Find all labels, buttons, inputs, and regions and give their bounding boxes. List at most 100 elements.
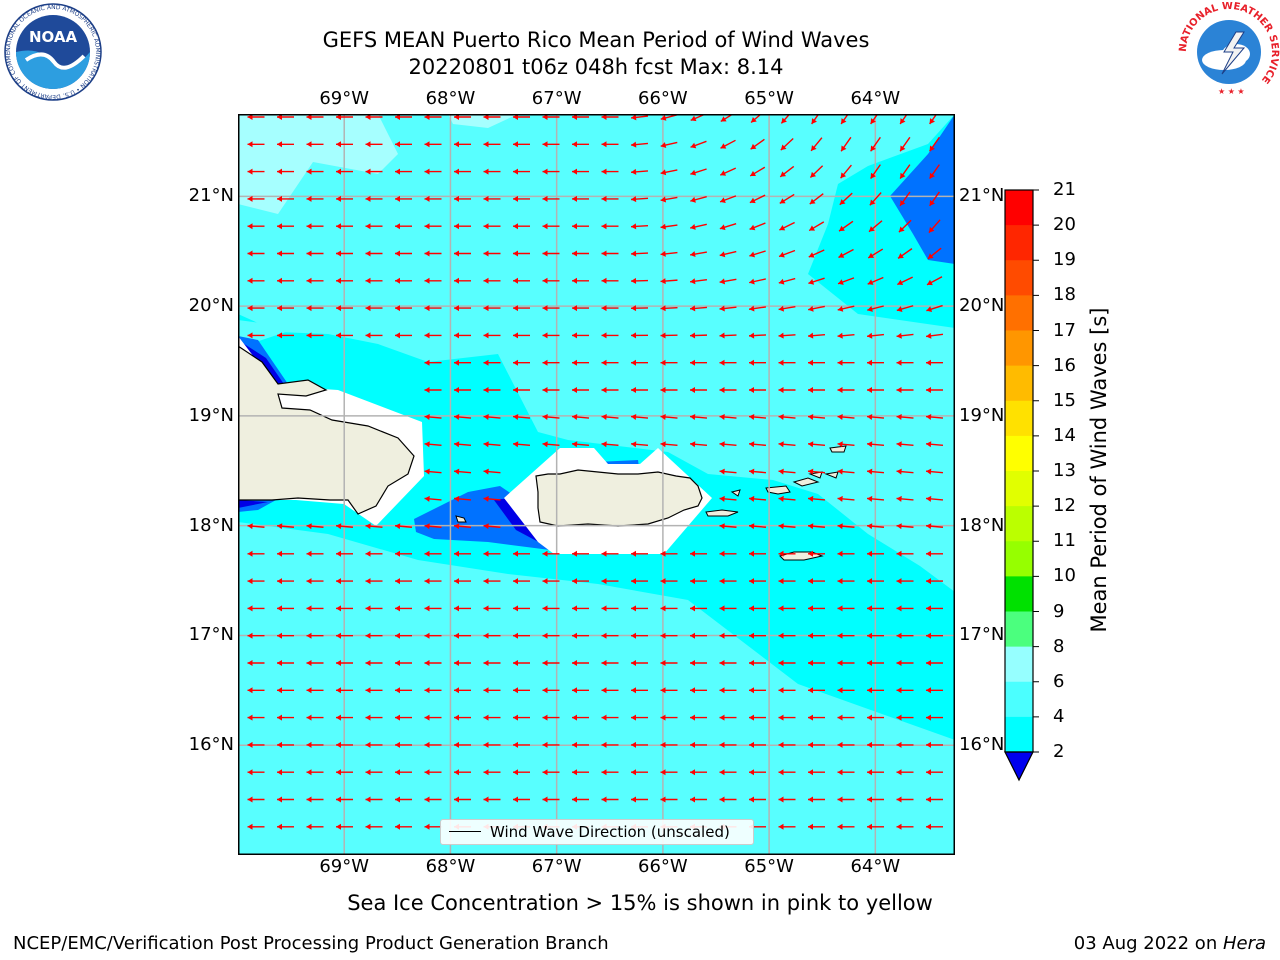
wave-direction-arrow xyxy=(542,141,560,148)
chart-title: GEFS MEAN Puerto Rico Mean Period of Win… xyxy=(322,28,870,52)
wave-direction-arrow xyxy=(453,468,472,475)
wave-direction-arrow xyxy=(720,139,736,149)
wave-direction-arrow xyxy=(690,168,707,176)
wave-direction-arrow xyxy=(898,219,912,233)
wave-direction-arrow xyxy=(870,114,879,125)
sea-ice-note: Sea Ice Concentration > 15% is shown in … xyxy=(347,891,933,915)
wave-direction-arrow xyxy=(424,550,442,557)
wave-direction-arrow xyxy=(335,523,354,530)
wave-direction-arrow xyxy=(837,660,855,666)
wave-direction-arrow xyxy=(808,221,825,232)
wave-direction-arrow xyxy=(660,114,678,121)
colorbar-tick-label: 14 xyxy=(1053,424,1076,446)
wave-direction-arrow xyxy=(572,687,589,694)
wave-direction-arrow xyxy=(336,796,353,803)
wave-direction-arrow xyxy=(306,796,324,803)
wave-direction-arrow xyxy=(719,278,737,285)
wave-direction-arrow xyxy=(839,192,853,206)
wave-direction-arrow xyxy=(778,741,796,748)
wave-direction-arrow xyxy=(601,796,619,803)
wave-direction-arrow xyxy=(247,578,265,585)
wave-direction-arrow xyxy=(542,796,560,803)
wave-direction-arrow xyxy=(660,332,678,339)
wave-direction-arrow xyxy=(542,223,560,230)
wave-direction-arrow xyxy=(483,741,501,748)
wave-direction-arrow xyxy=(542,714,560,721)
wave-direction-arrow xyxy=(483,468,501,475)
wave-direction-arrow xyxy=(572,168,589,175)
wave-direction-arrow xyxy=(630,114,649,121)
wave-direction-arrow xyxy=(719,769,737,776)
wave-direction-arrow xyxy=(719,632,737,639)
wave-direction-arrow xyxy=(572,250,589,257)
wave-direction-arrow xyxy=(867,632,884,639)
wave-direction-arrow xyxy=(542,605,560,612)
wave-direction-arrow xyxy=(896,387,914,393)
wave-direction-arrow xyxy=(926,276,943,286)
wave-direction-arrow xyxy=(897,248,913,259)
lon-tick-bottom: 68°W xyxy=(425,856,476,877)
wave-direction-arrow xyxy=(277,769,294,776)
wave-direction-arrow xyxy=(837,387,855,393)
wave-direction-arrow xyxy=(454,660,471,666)
wave-direction-arrow xyxy=(395,714,412,721)
wave-direction-arrow xyxy=(601,305,619,312)
wave-direction-arrow xyxy=(808,359,825,366)
wave-direction-arrow xyxy=(630,441,649,448)
wave-direction-arrow xyxy=(719,305,737,312)
wave-direction-arrow xyxy=(749,578,766,585)
wave-direction-arrow xyxy=(277,168,294,175)
wave-direction-arrow xyxy=(424,168,442,175)
wave-direction-arrow xyxy=(837,332,855,339)
wave-direction-arrow xyxy=(867,660,884,666)
st-thomas xyxy=(765,485,791,495)
wave-direction-arrow xyxy=(926,769,943,776)
wave-direction-arrow xyxy=(454,741,471,748)
wave-direction-arrow xyxy=(808,550,825,557)
colorbar-segment xyxy=(1005,435,1033,472)
wave-direction-arrow xyxy=(601,141,619,148)
wave-direction-arrow xyxy=(660,305,678,312)
wave-direction-arrow xyxy=(660,741,678,748)
wave-direction-arrow xyxy=(926,660,943,666)
wave-direction-arrow xyxy=(896,605,914,612)
wave-direction-arrow xyxy=(513,387,530,393)
wave-direction-arrow xyxy=(365,741,383,748)
wave-direction-arrow xyxy=(866,332,885,339)
colorbar-segment xyxy=(1005,471,1033,507)
wave-direction-arrow xyxy=(306,660,324,666)
wave-direction-arrow xyxy=(247,714,265,721)
wave-direction-arrow xyxy=(572,605,589,612)
wave-direction-arrow xyxy=(365,168,383,175)
wave-direction-arrow xyxy=(365,687,383,694)
wave-direction-arrow xyxy=(719,387,737,393)
wave-direction-arrow xyxy=(837,305,855,312)
wave-direction-arrow xyxy=(542,769,560,776)
wave-direction-arrow xyxy=(483,223,501,230)
wave-direction-arrow xyxy=(631,714,648,721)
wave-direction-arrow xyxy=(689,332,708,339)
wave-direction-arrow xyxy=(395,823,412,830)
wave-direction-arrow xyxy=(660,578,678,585)
lat-tick-left: 18°N xyxy=(188,514,234,536)
colorbar-segment xyxy=(1005,646,1033,683)
wave-direction-arrow xyxy=(866,441,885,448)
colorbar-tick-label: 18 xyxy=(1053,284,1076,306)
wave-direction-arrow xyxy=(896,823,914,830)
map-panel xyxy=(238,114,955,855)
wave-direction-arrow xyxy=(778,796,796,803)
wave-direction-arrow xyxy=(778,249,796,258)
wave-direction-arrow xyxy=(808,305,825,312)
wave-direction-arrow xyxy=(690,196,707,203)
wave-direction-arrow xyxy=(837,796,855,803)
wave-direction-arrow xyxy=(513,714,530,721)
land xyxy=(238,345,847,561)
wave-direction-arrow xyxy=(365,823,383,830)
wave-direction-arrow xyxy=(483,414,501,420)
wave-direction-arrow xyxy=(365,223,383,230)
wave-direction-arrow xyxy=(424,387,442,393)
wave-direction-arrow xyxy=(601,277,619,284)
wave-direction-arrow xyxy=(247,605,265,612)
colorbar-segment xyxy=(1005,365,1033,402)
wave-direction-arrow xyxy=(424,468,442,475)
